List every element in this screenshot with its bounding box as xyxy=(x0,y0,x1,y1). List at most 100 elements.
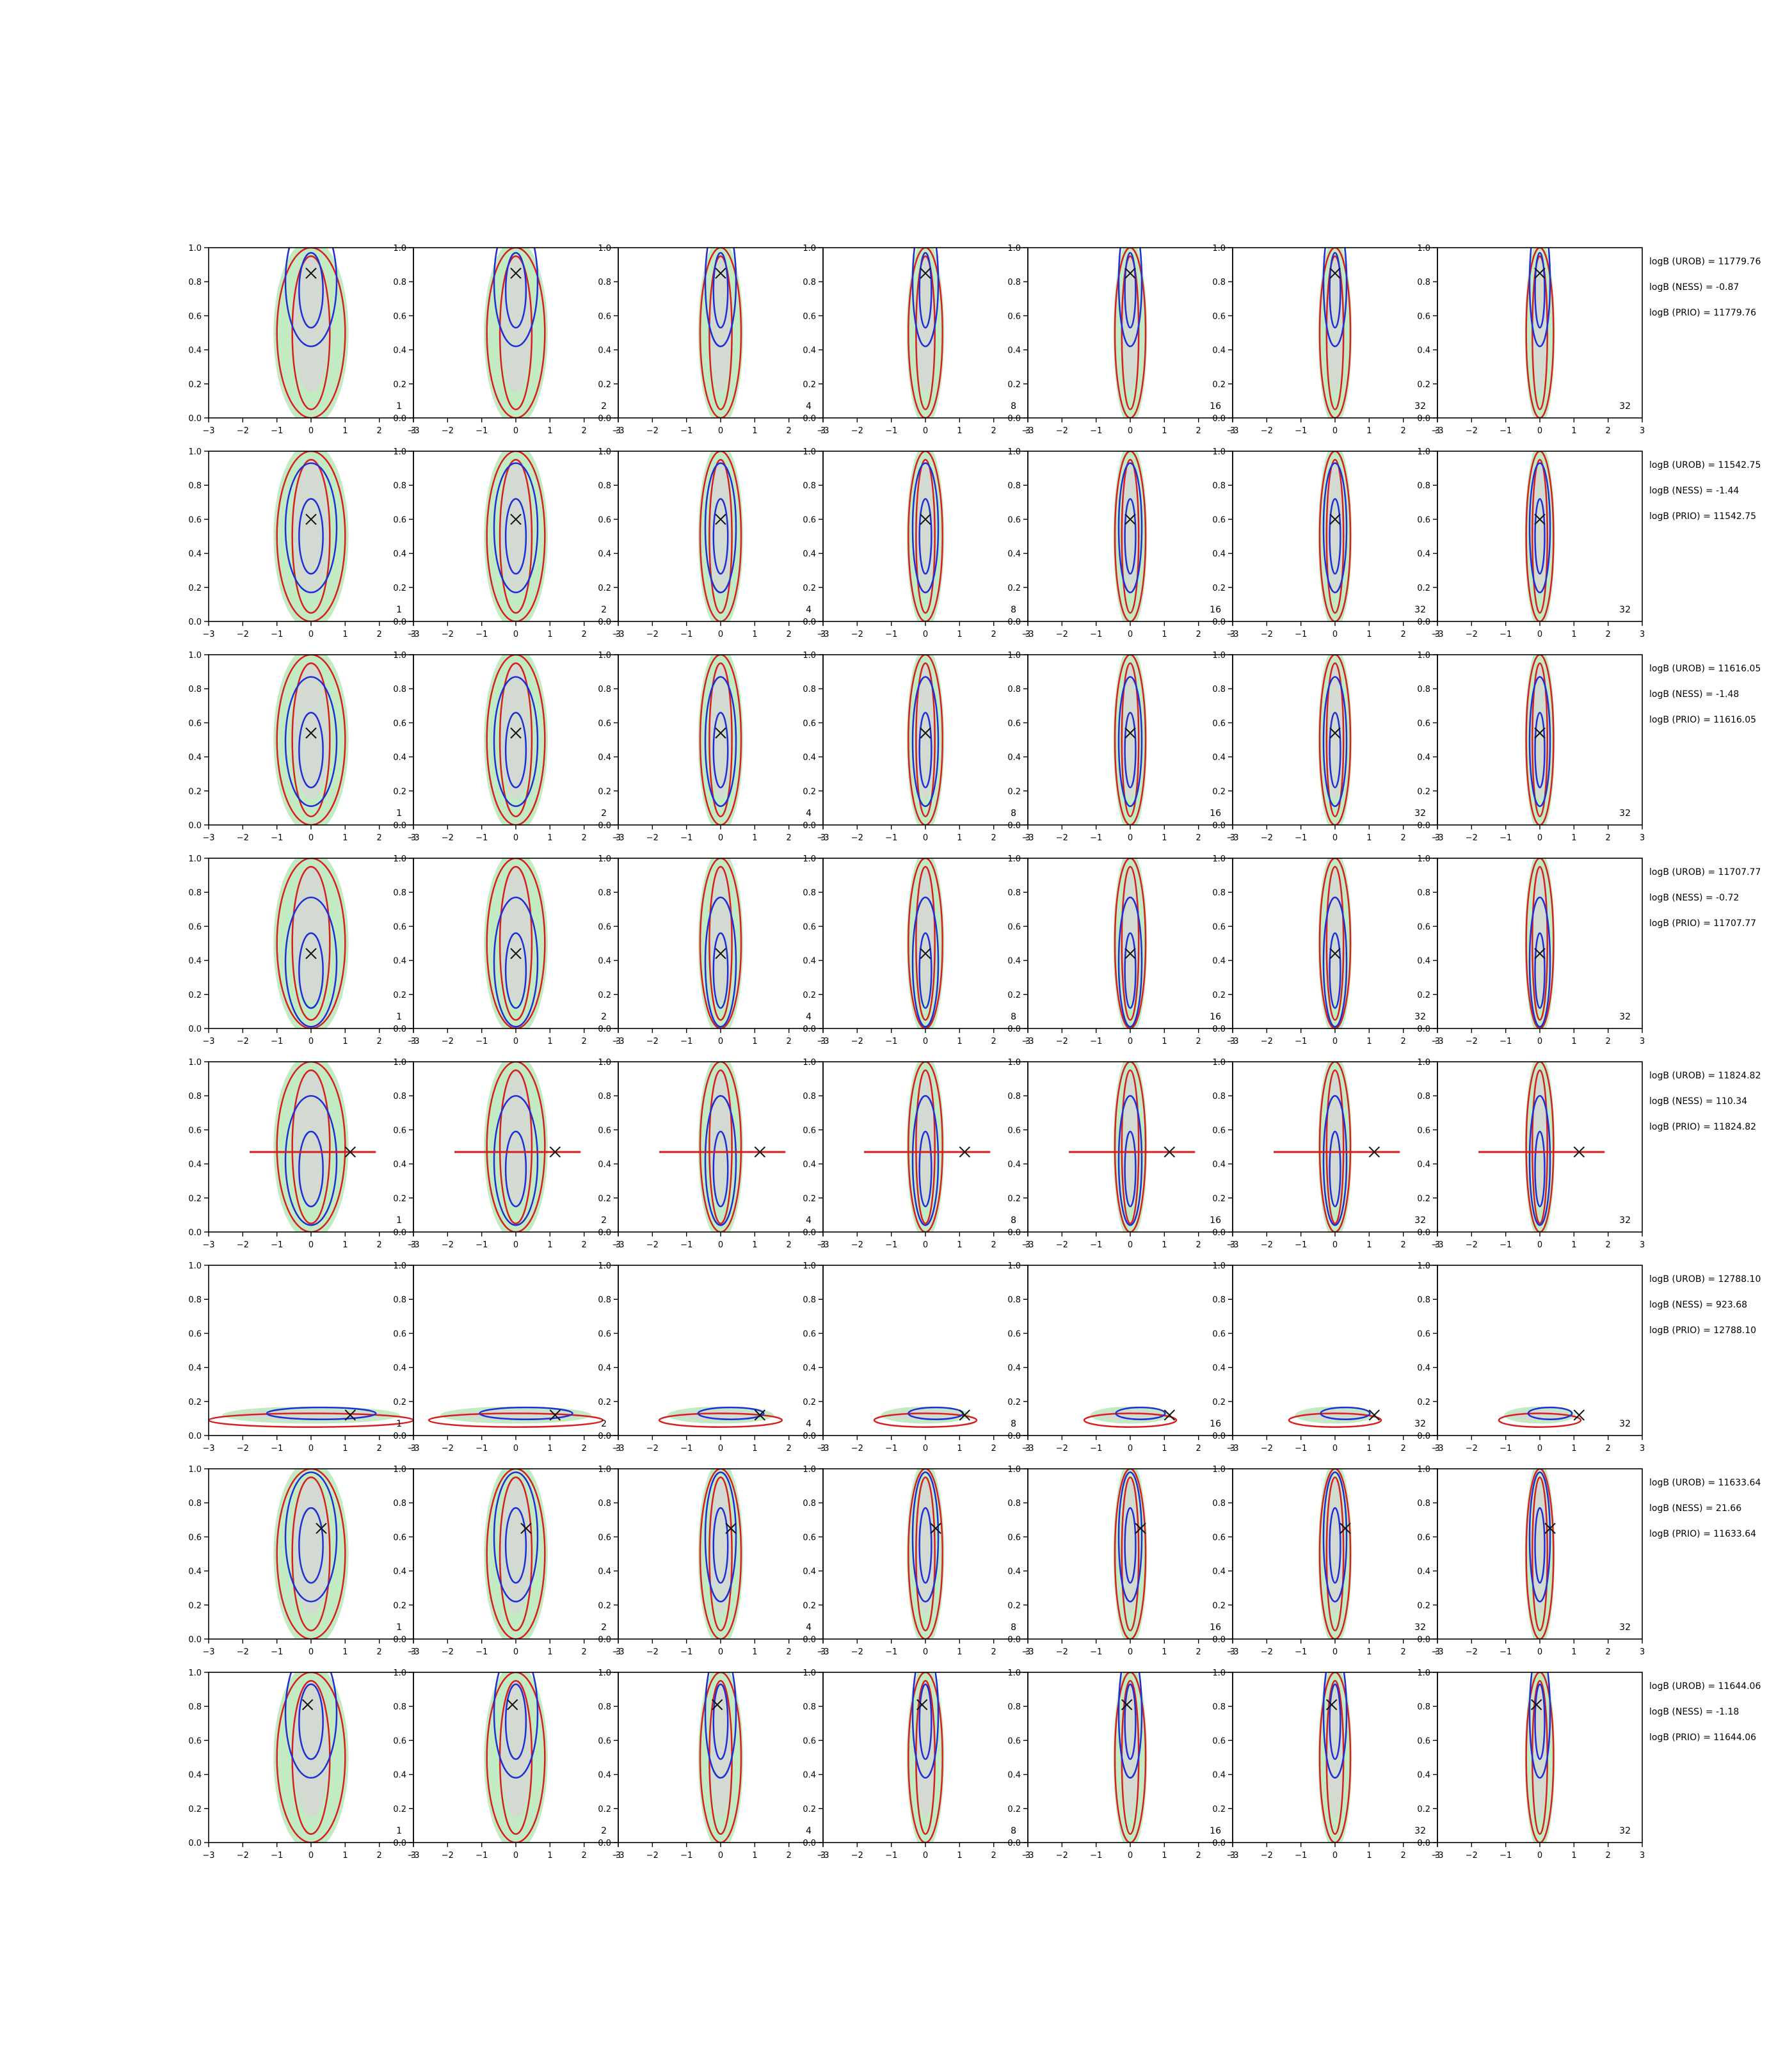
y-tick-label: 0.4 xyxy=(188,957,202,966)
x-tick-label: −1 xyxy=(1500,630,1512,639)
row-1-stat-3: logB (PRIO) = 11779.76 xyxy=(1649,308,1756,318)
y-tick-label: 0.4 xyxy=(1212,753,1226,763)
y-tick-label: 0.0 xyxy=(803,1228,816,1238)
y-tick-label: 0.2 xyxy=(1212,787,1226,797)
x-tick-label: −3 xyxy=(1021,1444,1034,1453)
panel-contours xyxy=(250,1062,376,1232)
y-tick-label: 0.2 xyxy=(598,584,611,593)
x-tick-label: −1 xyxy=(271,1240,283,1250)
grey-region xyxy=(1121,256,1139,393)
red-contour-outer xyxy=(908,1469,943,1639)
red-contour-inner xyxy=(291,1069,331,1224)
x-tick-label: −2 xyxy=(237,1037,249,1046)
blue-contour-inner xyxy=(504,498,527,575)
x-tick-label: 3 xyxy=(616,1240,621,1250)
x-tick-label: −1 xyxy=(1500,1851,1512,1860)
x-tick-label: −1 xyxy=(1500,1444,1512,1453)
true-value-marker xyxy=(520,1523,532,1534)
y-tick-label: 0.6 xyxy=(1417,312,1430,321)
panel-contours xyxy=(873,1406,978,1428)
red-contour-inner xyxy=(291,866,331,1021)
y-tick-label: 0.2 xyxy=(1007,584,1021,593)
x-tick-label: 0 xyxy=(308,1240,314,1250)
panel-r2-c3: −3 −2 −1 0 1 2 3 0.0 0.2 0.4 0.6 0.8 1.0 4 xyxy=(598,447,826,639)
red-contour-inner xyxy=(1121,459,1140,614)
panel-count-label: 4 xyxy=(806,401,812,412)
y-tick-label: 0.2 xyxy=(1007,380,1021,390)
true-value-marker xyxy=(305,268,317,279)
y-tick-label: 0.4 xyxy=(188,1364,202,1373)
y-tick-label: 0.0 xyxy=(188,414,202,424)
row-3-stat-1: logB (UROB) = 11616.05 xyxy=(1649,664,1761,674)
x-tick-label: 1 xyxy=(1571,630,1576,639)
panel-contours xyxy=(698,858,744,1028)
y-tick-label: 0.4 xyxy=(188,550,202,559)
panel-r7-c4: −3 −2 −1 0 1 2 3 0.0 0.2 0.4 0.6 0.8 1.0 8 xyxy=(803,1465,1030,1657)
blue-contour-outer xyxy=(1528,1672,1551,1779)
panel-r7-c6: −3 −2 −1 0 1 2 3 0.0 0.2 0.4 0.6 0.8 1.0 32 xyxy=(1212,1465,1440,1657)
x-tick-label: 1 xyxy=(752,1444,757,1453)
panel-contours xyxy=(658,1406,783,1428)
x-tick-label: 2 xyxy=(582,1240,587,1250)
red-contour-outer xyxy=(699,451,742,621)
panel-contours xyxy=(864,1062,991,1232)
x-tick-label: 3 xyxy=(411,1851,416,1860)
x-tick-label: 3 xyxy=(411,426,416,436)
panel-contours xyxy=(1524,858,1555,1028)
panel-contours xyxy=(1524,248,1555,418)
x-tick-label: −3 xyxy=(1431,1240,1443,1250)
x-tick-label: −3 xyxy=(202,1240,214,1250)
blue-contour-inner xyxy=(918,1507,932,1584)
x-tick-label: 0 xyxy=(923,630,928,639)
y-tick-label: 0.8 xyxy=(393,278,406,287)
y-tick-label: 1.0 xyxy=(803,447,816,457)
panel-r8-c5: −3 −2 −1 0 1 2 3 0.0 0.2 0.4 0.6 0.8 1.0 16 xyxy=(1007,1668,1235,1860)
x-tick-label: −2 xyxy=(646,630,659,639)
x-tick-label: 0 xyxy=(1332,833,1338,843)
grey-region xyxy=(888,1410,963,1421)
x-tick-label: 2 xyxy=(787,1444,792,1453)
x-tick-label: −3 xyxy=(612,1240,624,1250)
x-tick-label: 1 xyxy=(342,630,348,639)
panel-count-label: 1 xyxy=(396,1622,402,1633)
y-tick-label: 0.0 xyxy=(188,1228,202,1238)
y-tick-label: 0.0 xyxy=(598,1228,611,1238)
x-tick-label: −2 xyxy=(442,1851,454,1860)
y-tick-label: 0.8 xyxy=(803,1295,816,1305)
blue-contour-outer xyxy=(284,1672,338,1779)
y-tick-label: 0.4 xyxy=(393,550,406,559)
y-tick-label: 0.8 xyxy=(1212,481,1226,491)
red-contour-outer xyxy=(1114,1062,1147,1232)
x-tick-label: 1 xyxy=(1162,1647,1167,1657)
x-tick-label: 0 xyxy=(1128,1037,1133,1046)
blue-contour-inner xyxy=(1534,498,1546,575)
red-contour-inner xyxy=(915,662,936,817)
x-tick-label: 2 xyxy=(1401,1851,1406,1860)
x-tick-label: −3 xyxy=(202,426,214,436)
y-tick-label: 0.4 xyxy=(598,1567,611,1577)
true-value-marker xyxy=(316,1523,327,1534)
y-tick-label: 1.0 xyxy=(1417,651,1430,660)
x-tick-label: −2 xyxy=(237,1647,249,1657)
grey-region xyxy=(292,1070,330,1207)
x-tick-label: 0 xyxy=(308,1444,314,1453)
red-contour-outer xyxy=(1318,1062,1352,1232)
x-tick-label: 0 xyxy=(1332,1037,1338,1046)
red-contour xyxy=(658,1412,783,1428)
row-5-stat-2: logB (NESS) = 110.34 xyxy=(1649,1096,1747,1107)
y-tick-label: 0.6 xyxy=(1212,1533,1226,1542)
blue-contour xyxy=(1115,1406,1166,1420)
y-tick-label: 1.0 xyxy=(1212,1465,1226,1475)
x-tick-label: −1 xyxy=(1090,1037,1102,1046)
red-contour-inner xyxy=(915,255,936,410)
x-tick-label: −2 xyxy=(237,1240,249,1250)
y-tick-label: 0.2 xyxy=(1212,1398,1226,1407)
blue-contour-outer xyxy=(911,896,940,1028)
panel-r8-c3: −3 −2 −1 0 1 2 3 0.0 0.2 0.4 0.6 0.8 1.0 4 xyxy=(598,1668,826,1860)
x-tick-label: −2 xyxy=(646,1037,659,1046)
y-tick-label: 1.0 xyxy=(598,1058,611,1068)
blue-contour-outer xyxy=(1117,462,1143,594)
blue-contour-outer xyxy=(1528,462,1551,594)
y-tick-label: 0.2 xyxy=(1007,1194,1021,1204)
x-tick-label: −1 xyxy=(1090,1647,1102,1657)
